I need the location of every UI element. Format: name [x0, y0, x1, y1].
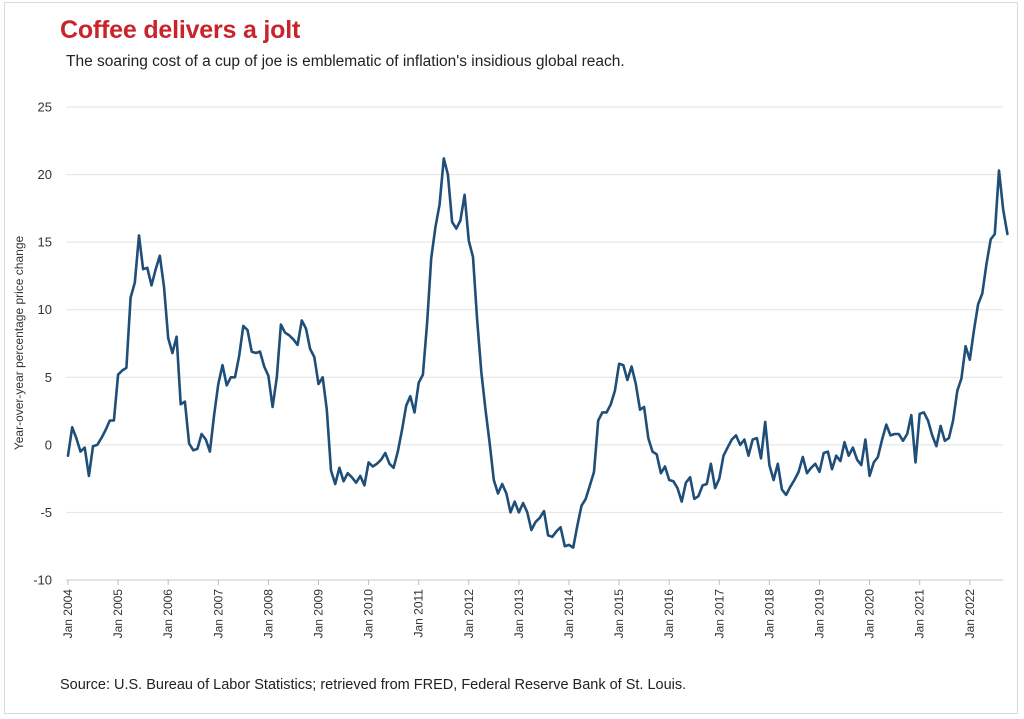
y-tick-label: 10: [38, 302, 52, 317]
x-tick-label: Jan 2014: [562, 589, 576, 639]
x-tick-label: Jan 2021: [913, 589, 927, 639]
y-axis-label: Year-over-year percentage price change: [12, 236, 26, 451]
chart-frame: [4, 2, 1018, 714]
x-tick-label: Jan 2007: [211, 589, 225, 639]
chart-subtitle: The soaring cost of a cup of joe is embl…: [66, 53, 625, 70]
x-tick-label: Jan 2012: [462, 589, 476, 639]
y-axis-ticks: -10 -5 0 5 10 15 20 25: [33, 100, 52, 588]
x-axis-ticks: Jan 2004 Jan 2005 Jan 2006 Jan 2007 Jan 2008…: [61, 580, 977, 638]
x-tick-label: Jan 2015: [612, 589, 626, 639]
y-tick-label: 15: [38, 235, 52, 250]
x-tick-label: Jan 2010: [362, 589, 376, 639]
x-tick-label: Jan 2017: [712, 589, 726, 639]
source-note: Source: U.S. Bureau of Labor Statistics;…: [60, 677, 687, 693]
x-tick-label: Jan 2013: [512, 589, 526, 639]
chart-title: Coffee delivers a jolt: [60, 16, 301, 44]
y-tick-label: 20: [38, 167, 52, 182]
x-tick-label: Jan 2011: [412, 589, 426, 638]
x-tick-label: Jan 2008: [261, 589, 275, 639]
x-tick-label: Jan 2016: [662, 589, 676, 639]
y-tick-label: -10: [33, 573, 52, 588]
x-tick-label: Jan 2018: [762, 589, 776, 639]
y-tick-label: -5: [40, 505, 52, 520]
x-tick-label: Jan 2005: [111, 589, 125, 639]
series-line: [66, 157, 1009, 549]
series-layer: [66, 157, 1009, 549]
x-tick-label: Jan 2009: [312, 589, 326, 639]
x-tick-label: Jan 2022: [963, 589, 977, 639]
x-tick-label: Jan 2020: [863, 589, 877, 639]
y-tick-label: 5: [45, 370, 52, 385]
x-tick-label: Jan 2019: [813, 589, 827, 639]
y-tick-label: 25: [38, 100, 52, 115]
x-tick-label: Jan 2006: [161, 589, 175, 639]
x-tick-label: Jan 2004: [61, 589, 75, 639]
gridlines: [66, 106, 1003, 581]
y-tick-label: 0: [45, 437, 52, 452]
